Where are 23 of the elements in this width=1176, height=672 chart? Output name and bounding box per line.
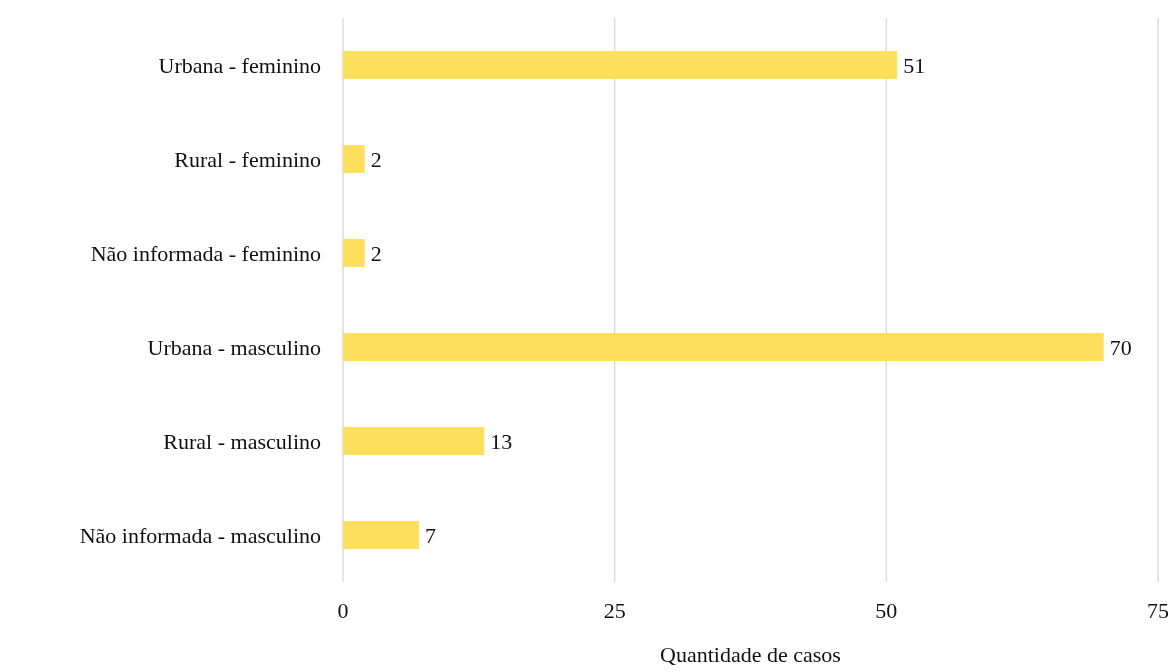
- y-tick-label: Não informada - masculino: [79, 522, 321, 548]
- y-tick-label: Rural - masculino: [163, 428, 321, 454]
- bar: [343, 333, 1104, 361]
- x-axis-title: Quantidade de casos: [660, 642, 841, 667]
- y-tick-label: Urbana - feminino: [158, 52, 321, 78]
- bar: [343, 239, 365, 267]
- x-tick-label: 75: [1147, 597, 1169, 623]
- x-tick-label: 50: [875, 597, 898, 623]
- data-label: 70: [1109, 334, 1132, 360]
- data-label: 13: [490, 428, 513, 454]
- x-tick-label: 0: [337, 597, 349, 623]
- y-tick-label: Urbana - masculino: [147, 334, 321, 360]
- data-label: 2: [370, 240, 382, 266]
- data-label: 2: [370, 146, 382, 172]
- data-label: 7: [425, 522, 437, 548]
- y-tick-label: Não informada - feminino: [90, 240, 321, 266]
- bar: [343, 521, 420, 549]
- bar: [343, 427, 485, 455]
- y-tick-label: Rural - feminino: [174, 146, 321, 172]
- data-label: 51: [903, 52, 926, 78]
- bar: [343, 145, 365, 173]
- bar: [343, 51, 898, 79]
- x-tick-label: 25: [603, 597, 626, 623]
